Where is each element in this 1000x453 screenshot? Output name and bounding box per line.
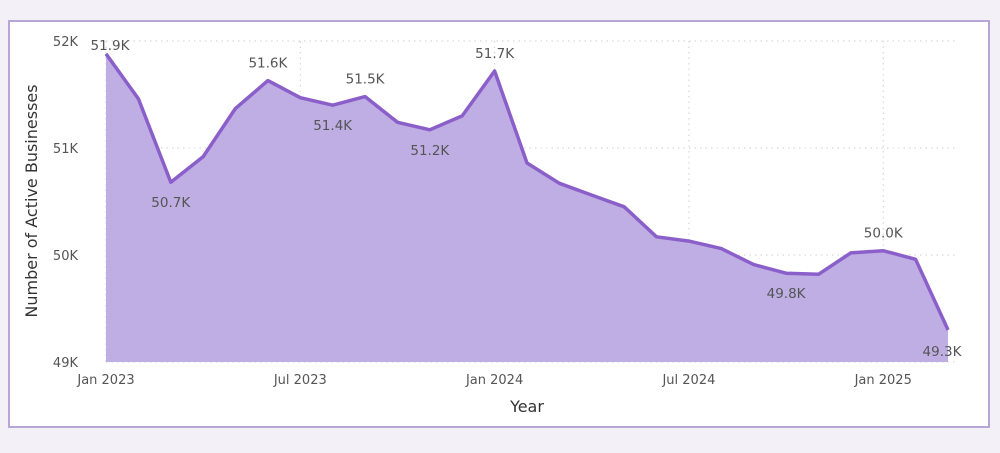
y-tick-label: 52K — [53, 35, 79, 50]
x-tick-label: Jul 2023 — [273, 373, 327, 388]
data-label: 49.3K — [923, 344, 963, 360]
data-labels: 51.9K 50.7K 51.6K 51.4K 51.5K 51.2K 51.7K 49.8K… — [91, 38, 963, 360]
series-line — [104, 52, 950, 331]
x-axis-title: Year — [509, 397, 544, 416]
x-axis-ticks: Jan 2023 Jul 2023 Jan 2024 Jul 2024 Jan 2025 — [76, 373, 911, 388]
y-tick-label: 51K — [53, 142, 79, 157]
y-tick-label: 50K — [53, 249, 79, 264]
x-tick-label: Jan 2025 — [854, 373, 912, 388]
data-label: 51.5K — [346, 72, 386, 88]
data-label: 51.7K — [475, 46, 515, 62]
data-label: 51.6K — [248, 56, 288, 72]
data-label: 49.8K — [767, 286, 807, 302]
data-label: 51.4K — [313, 118, 353, 134]
y-tick-label: 49K — [53, 356, 79, 371]
data-label: 51.9K — [91, 38, 131, 54]
x-tick-label: Jul 2024 — [661, 373, 715, 388]
series-area-fill — [106, 53, 948, 363]
data-label: 50.0K — [864, 226, 904, 242]
x-tick-label: Jan 2024 — [465, 373, 523, 388]
y-axis-title: Number of Active Businesses — [22, 84, 41, 317]
y-axis-ticks: 49K 50K 51K 52K — [53, 35, 79, 371]
data-label: 50.7K — [151, 195, 191, 211]
data-label: 51.2K — [410, 143, 450, 159]
x-tick-label: Jan 2023 — [76, 373, 134, 388]
